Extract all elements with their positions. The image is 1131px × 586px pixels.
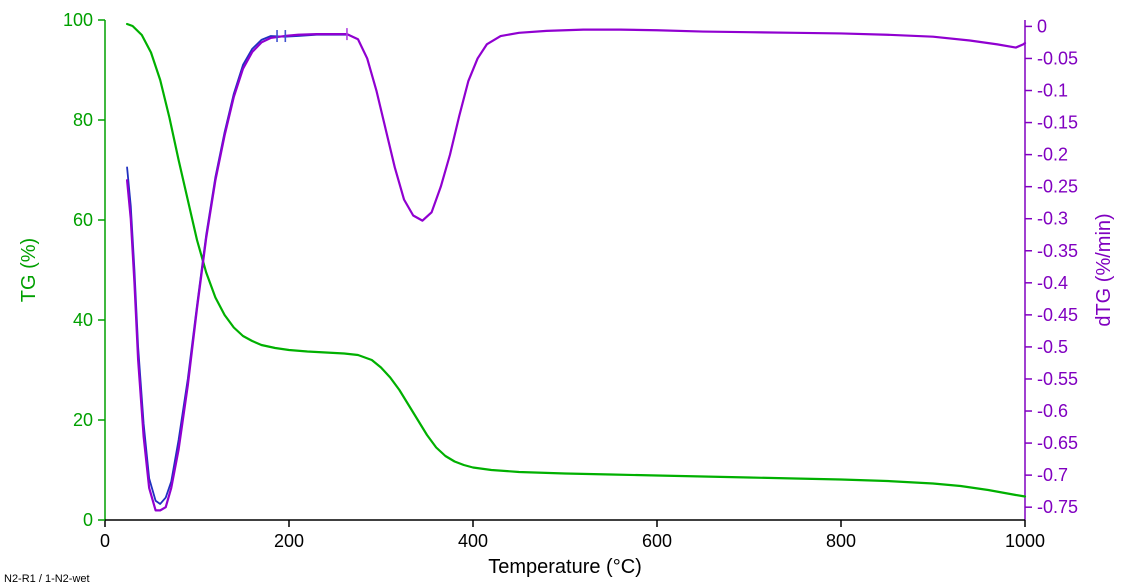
y-right-tick-label: -0.75 <box>1037 497 1078 517</box>
y-right-tick-label: -0.25 <box>1037 177 1078 197</box>
x-tick-label: 400 <box>458 531 488 551</box>
x-axis-label: Temperature (°C) <box>488 556 642 578</box>
y-left-tick-label: 80 <box>73 110 93 130</box>
y-left-tick-label: 100 <box>63 10 93 30</box>
y-right-tick-label: -0.4 <box>1037 273 1068 293</box>
tg-dtg-chart: 02004006008001000Temperature (°C)0204060… <box>0 0 1131 586</box>
x-tick-label: 200 <box>274 531 304 551</box>
footer-sample-id: N2-R1 / 1-N2-wet <box>4 573 90 585</box>
y-right-tick-label: -0.15 <box>1037 113 1078 133</box>
y-left-tick-label: 60 <box>73 210 93 230</box>
x-tick-label: 800 <box>826 531 856 551</box>
y-left-tick-label: 40 <box>73 310 93 330</box>
y-left-tick-label: 0 <box>83 510 93 530</box>
y-right-tick-label: -0.05 <box>1037 48 1078 68</box>
chart-container: 02004006008001000Temperature (°C)0204060… <box>0 0 1131 586</box>
y-right-tick-label: -0.6 <box>1037 401 1068 421</box>
x-tick-label: 1000 <box>1005 531 1045 551</box>
x-tick-label: 0 <box>100 531 110 551</box>
y-left-axis-label: TG (%) <box>18 238 40 302</box>
y-right-tick-label: -0.3 <box>1037 209 1068 229</box>
y-right-tick-label: -0.45 <box>1037 305 1078 325</box>
y-right-tick-label: -0.35 <box>1037 241 1078 261</box>
y-right-tick-label: -0.5 <box>1037 337 1068 357</box>
y-right-tick-label: -0.7 <box>1037 465 1068 485</box>
y-right-tick-label: -0.65 <box>1037 433 1078 453</box>
y-right-tick-label: 0 <box>1037 16 1047 36</box>
y-right-tick-label: -0.2 <box>1037 145 1068 165</box>
y-right-tick-label: -0.55 <box>1037 369 1078 389</box>
y-right-tick-label: -0.1 <box>1037 81 1068 101</box>
x-tick-label: 600 <box>642 531 672 551</box>
y-right-axis-label: dTG (%/min) <box>1093 213 1115 326</box>
y-left-tick-label: 20 <box>73 410 93 430</box>
